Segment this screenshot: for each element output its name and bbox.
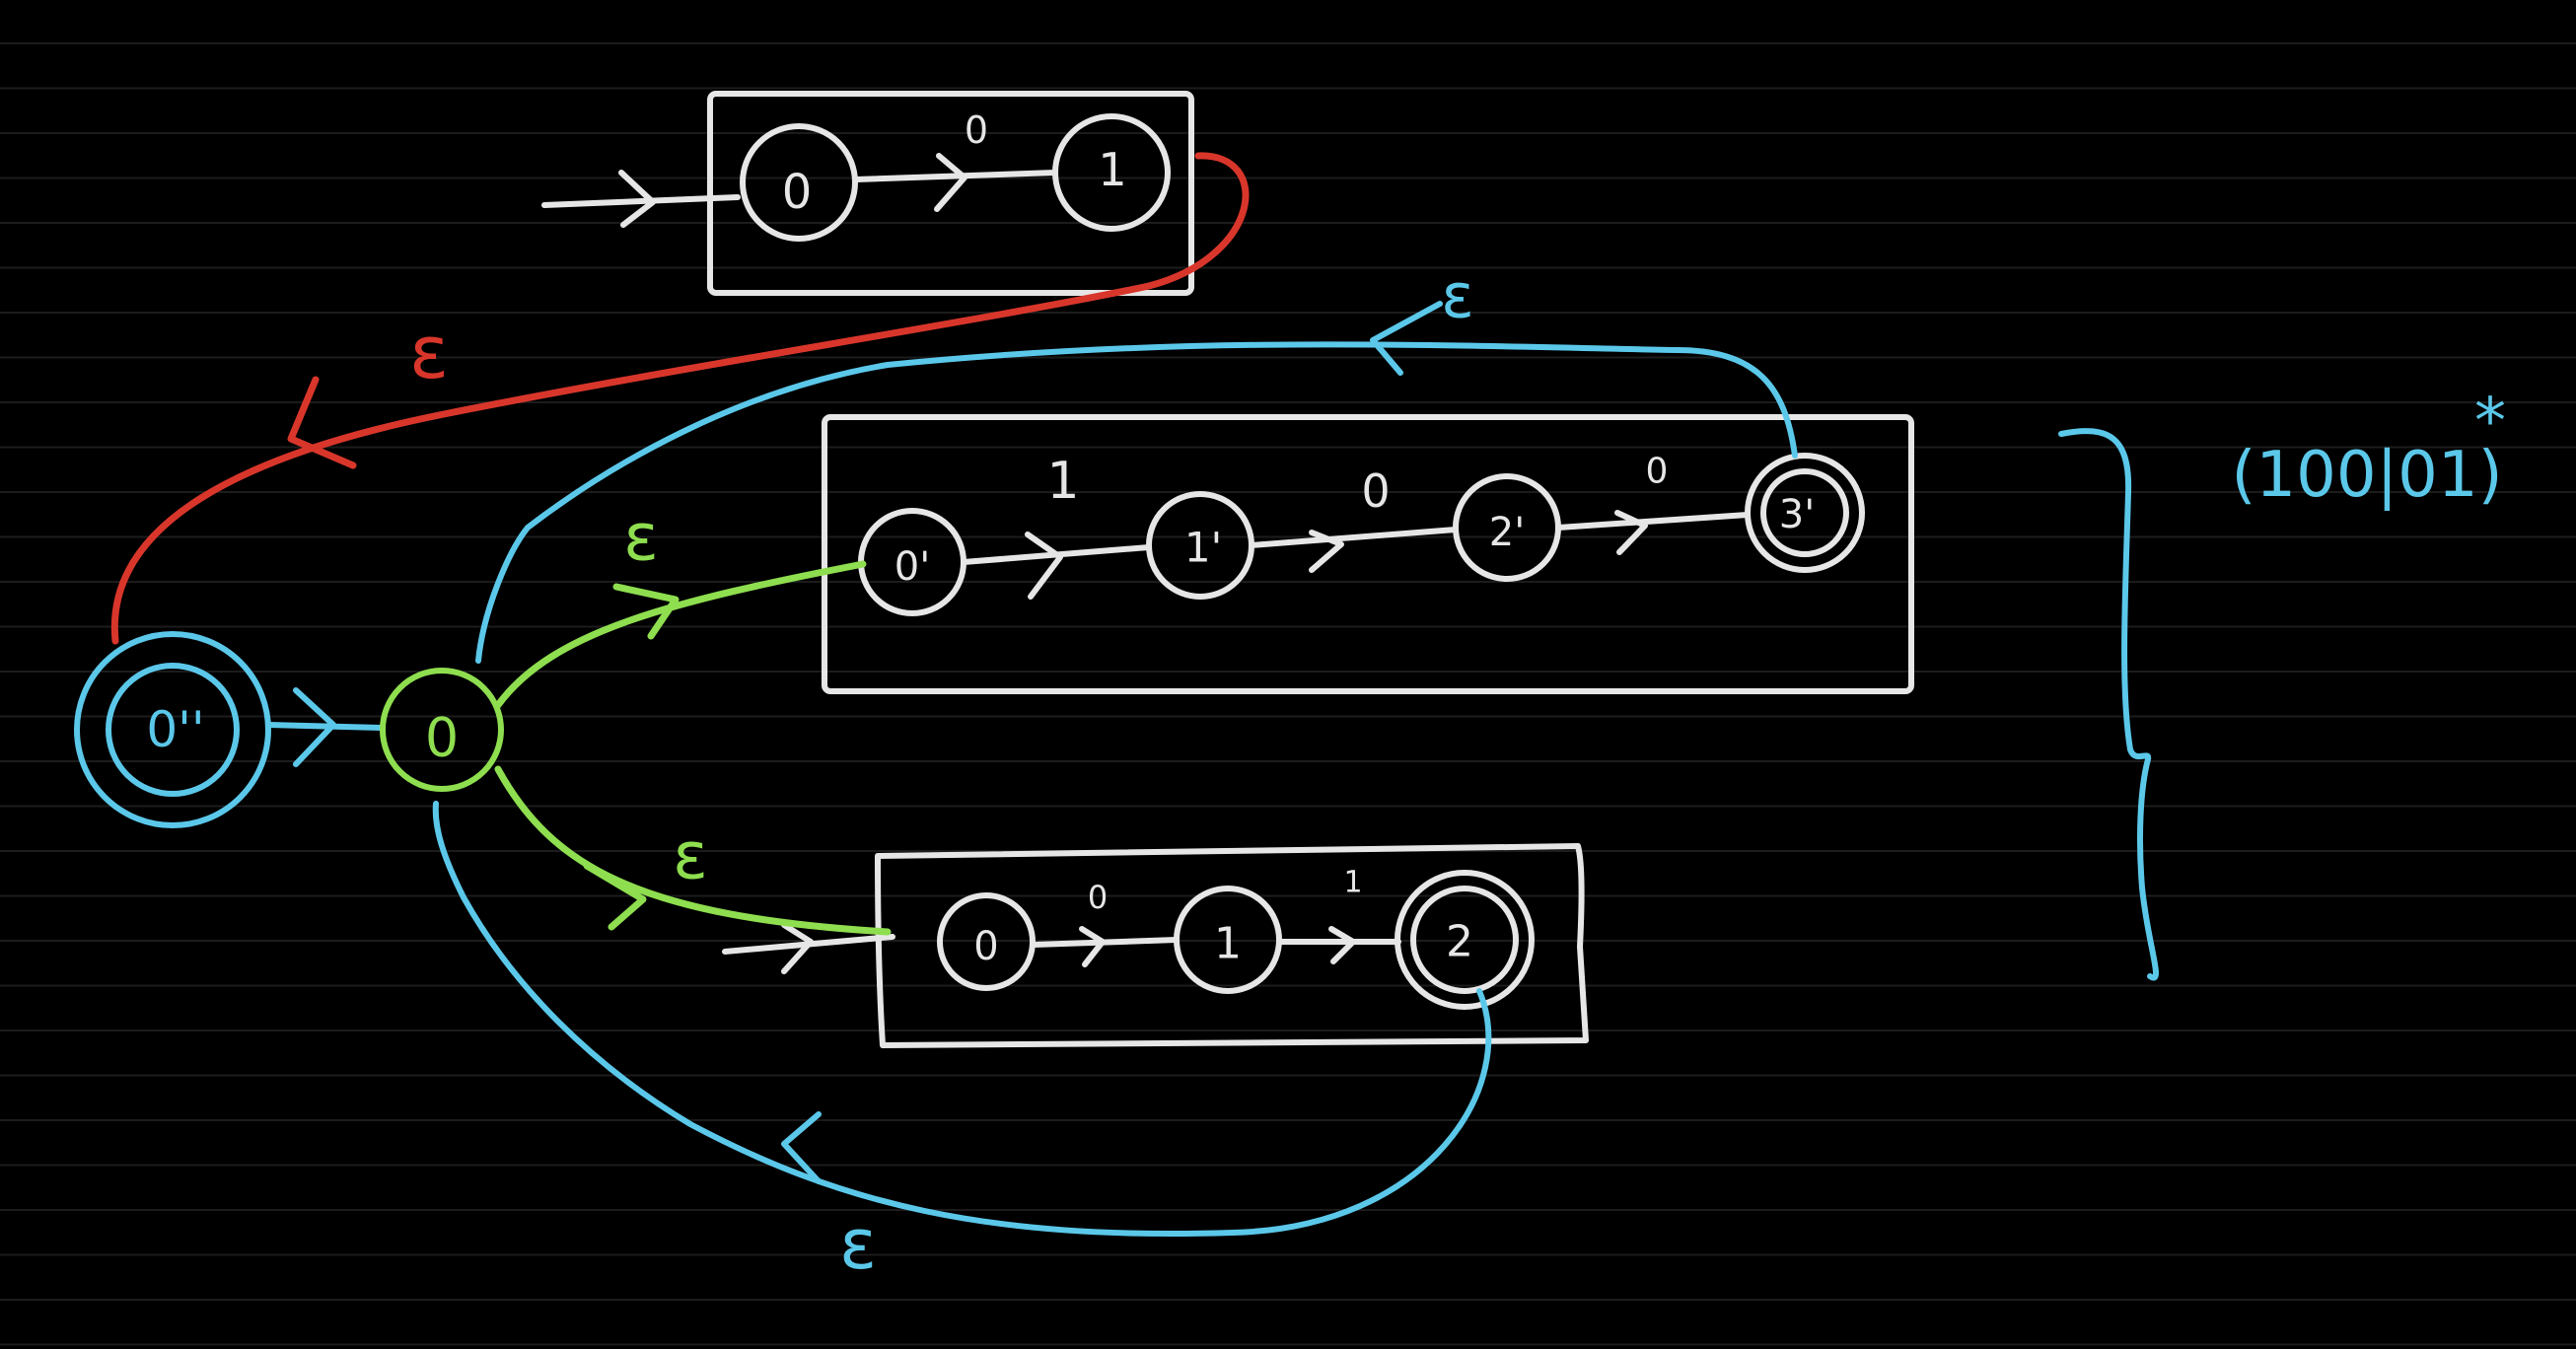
green-epsilon-edges [494,560,892,936]
start-state-label: 0'' [146,701,204,758]
mid-transition-0a [1249,527,1459,548]
green-epsilon-label-middle: ε [623,500,659,576]
hub-to-middle-arrowhead [612,583,680,640]
bot-state-1-label: 1 [1214,919,1242,969]
top-state-1-label: 1 [1098,143,1126,196]
top-start-arrow [541,194,741,208]
mid-transition-0b [1555,512,1751,531]
bottom-nfa-box [875,843,1589,1048]
hub-circle [380,668,504,792]
hub-state [380,668,504,792]
bottom-start-arrowhead [781,922,814,974]
red-epsilon-label: ε [409,311,449,395]
mid-transition-0b-arrowhead [1614,510,1648,555]
grouping-brace [2058,428,2159,981]
bot-symbol-1: 1 [1343,866,1362,900]
top-transition-0 [853,170,1058,182]
cyan-epsilon-label-bottom: ε [839,1204,877,1285]
bottom-accept-to-hub-arrowhead [781,1111,822,1184]
top-symbol-0: 0 [965,108,988,152]
top-to-start-arrowhead [287,376,357,469]
bot-state-2-inner [1410,886,1519,994]
top-nfa-box [707,91,1194,296]
cyan-epsilon-label-top: ε [1441,260,1474,332]
mid-transition-0a-arrowhead [1309,530,1344,573]
start-state-outer [74,631,271,828]
mid-state-2p-label: 2' [1489,510,1525,555]
bot-state-0 [937,892,1036,991]
top-state-0 [740,123,858,242]
top-transition-0-arrowhead [934,153,967,212]
bot-transition-0-arrowhead [1079,926,1106,967]
mid-state-3p-label: 3' [1779,492,1815,537]
hub-state-label: 0 [425,707,459,769]
cyan-epsilon-edges [432,301,1798,1238]
bot-transition-1-arrowhead [1328,926,1356,964]
red-epsilon-edge [110,152,1250,645]
mid-symbol-0b: 0 [1646,452,1669,492]
mid-state-3p-inner [1760,468,1849,557]
mid-state-1p-label: 1' [1184,524,1222,572]
hub-to-bottom-edge [494,765,892,936]
middle-nfa-box [822,414,1914,694]
top-to-start-edge [110,152,1250,645]
bot-state-2-label: 2 [1446,917,1473,967]
regex-star-label: * [2474,386,2506,459]
regex-label: (100|01) [2231,439,2502,512]
top-state-0-label: 0 [782,165,813,220]
hub-to-bottom-arrowhead [583,862,647,931]
mid-symbol-0a: 0 [1361,464,1390,518]
top-nfa [541,91,1194,296]
mid-symbol-1: 1 [1046,452,1079,511]
green-epsilon-label-bottom: ε [673,818,708,894]
hub-to-middle-edge [494,560,867,709]
bottom-accept-to-hub-edge [432,801,1492,1238]
bot-state-0-label: 0 [973,924,998,969]
top-start-arrowhead [618,170,656,228]
bottom-nfa [722,843,1589,1048]
mid-state-0p-label: 0' [894,544,930,590]
new-start-state [74,631,386,828]
bot-symbol-0: 0 [1088,879,1108,916]
middle-accept-to-hub-arrowhead [1370,301,1443,376]
start-state-inner [106,663,240,797]
middle-accept-to-hub-edge [475,341,1798,664]
start-to-hub-edge [265,722,386,731]
mid-transition-1-arrowhead [1025,532,1063,600]
start-to-hub-arrowhead [293,687,336,767]
